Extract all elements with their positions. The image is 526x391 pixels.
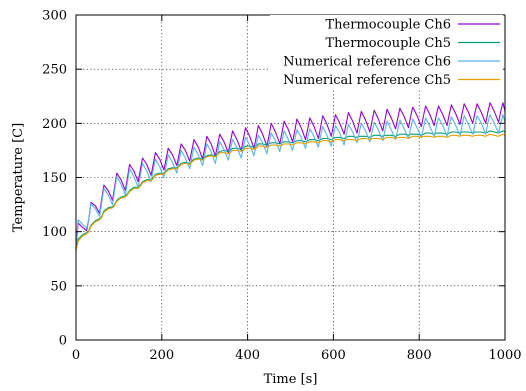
legend-entry-background — [270, 33, 503, 52]
axis-ticks: 0 200 400 600 800 1000 0 50 100 150 200 250 300 — [42, 9, 521, 364]
legend: Thermocouple Ch6 Thermocouple Ch5 Numerica… — [270, 15, 503, 89]
series-line-1 — [75, 102, 506, 248]
x-tick-label: 200 — [149, 348, 174, 363]
x-tick-label: 0 — [72, 348, 80, 363]
legend-entry-background — [270, 70, 503, 89]
series-line-4 — [75, 133, 506, 251]
x-tick-label: 1000 — [488, 348, 521, 363]
y-tick-label: 200 — [42, 117, 67, 132]
legend-entry: Thermocouple Ch6 — [270, 15, 503, 34]
y-axis-label: Temperature [C] — [11, 123, 26, 232]
series-line-3 — [75, 114, 506, 248]
legend-label: Thermocouple Ch6 — [326, 18, 451, 33]
legend-label: Thermocouple Ch5 — [326, 36, 451, 51]
x-axis-label: Time [s] — [264, 372, 318, 387]
series-group — [75, 102, 506, 251]
x-tick-label: 600 — [321, 348, 346, 363]
y-tick-label: 0 — [59, 334, 67, 349]
y-tick-label: 50 — [50, 279, 67, 294]
series-line-2 — [75, 130, 506, 251]
x-tick-label: 400 — [235, 348, 260, 363]
y-tick-label: 100 — [42, 225, 67, 240]
legend-entry: Numerical reference Ch5 — [270, 70, 503, 89]
legend-label: Numerical reference Ch5 — [283, 73, 451, 88]
legend-entry: Thermocouple Ch5 — [270, 33, 503, 52]
y-tick-label: 250 — [42, 63, 67, 78]
legend-entry: Numerical reference Ch6 — [270, 52, 503, 71]
legend-entry-background — [270, 52, 503, 71]
x-tick-label: 800 — [407, 348, 432, 363]
legend-entry-background — [270, 15, 503, 34]
y-tick-label: 300 — [42, 9, 67, 24]
legend-label: Numerical reference Ch6 — [283, 55, 451, 70]
y-tick-label: 150 — [42, 171, 67, 186]
